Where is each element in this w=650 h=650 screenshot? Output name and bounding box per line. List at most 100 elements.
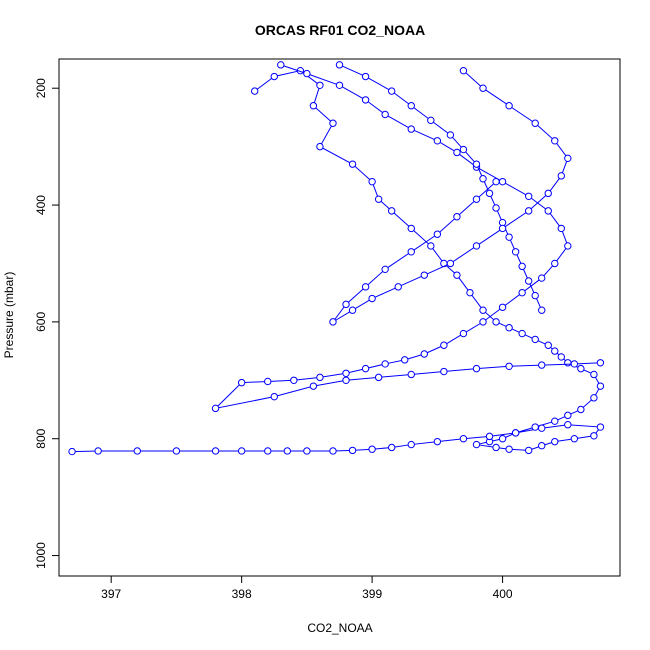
data-point [361,96,370,104]
data-point [577,405,585,414]
data-point [472,242,481,250]
y-tick-label: 1000 [34,542,48,569]
data-marks [68,61,605,456]
data-point [172,447,181,455]
data-point [94,447,102,455]
data-point [433,137,442,145]
data-point [518,262,526,271]
data-point [479,318,487,326]
data-point [531,119,539,127]
data-point [551,437,559,446]
data-point [557,353,565,361]
data-point [368,177,376,186]
data-point [335,81,344,89]
data-point [498,435,507,443]
data-point [531,423,539,431]
data-point [283,447,292,455]
data-point [211,404,220,413]
data-point [316,373,324,382]
data-point [472,195,481,203]
data-point [505,102,513,110]
data-point [387,443,396,452]
data-point [329,447,337,455]
data-point [342,300,350,309]
y-tick-label: 200 [34,78,48,98]
data-point [492,443,500,452]
data-point [237,378,246,387]
data-point [551,137,559,145]
data-point [564,359,572,367]
data-point [472,440,481,449]
data-point [316,81,324,89]
data-point [459,329,468,338]
data-point [538,274,546,282]
series-line [72,70,602,453]
data-point [387,87,396,95]
data-point [479,84,487,92]
data-point [538,442,546,450]
data-point [440,341,448,349]
data-point [303,447,311,455]
series-line [339,64,543,311]
data-point [557,224,565,233]
data-point [511,248,520,256]
data-point [264,447,272,455]
data-point [407,224,415,233]
data-point [472,364,481,373]
data-point [531,335,539,344]
data-point [329,318,337,326]
data-point [433,230,442,238]
data-point [316,142,324,151]
data-point [303,69,311,78]
data-point [479,306,487,314]
data-point [453,213,461,221]
data-point [596,359,605,367]
data-point [407,370,415,379]
data-point [309,382,318,390]
data-point [511,429,520,437]
data-point [427,242,435,250]
data-point [348,306,357,314]
x-tick-label: 400 [493,587,513,601]
data-point [459,435,468,443]
x-axis: 397 398 399 400 [101,575,513,601]
data-point [453,271,461,279]
data-point [420,350,429,358]
data-point [564,411,572,420]
data-point [381,360,389,368]
data-point [374,373,383,382]
data-point [498,177,507,186]
data-point [590,394,598,402]
data-point [133,447,141,455]
data-point [277,61,285,69]
data-point [596,423,605,431]
data-point [446,131,455,139]
data-point [368,294,376,303]
data-point [342,376,350,384]
data-point [590,370,598,379]
data-point [68,447,76,456]
data-point [570,435,579,443]
data-point [479,175,487,183]
data-point [538,361,546,369]
data-point [472,160,481,168]
data-point [348,160,357,168]
data-point [570,360,579,368]
data-point [538,424,546,432]
data-point [420,271,429,279]
data-point [264,377,272,386]
data-point [250,87,259,95]
data-point [381,110,389,119]
data-point [401,356,409,364]
data-point [387,207,396,215]
data-point [329,119,337,127]
data-point [361,283,370,291]
data-point [518,329,526,338]
y-tick-label: 600 [34,312,48,332]
series-line [214,64,601,410]
data-point [531,291,539,300]
data-point [485,432,494,441]
data-point [368,445,376,453]
data-point [237,447,246,455]
